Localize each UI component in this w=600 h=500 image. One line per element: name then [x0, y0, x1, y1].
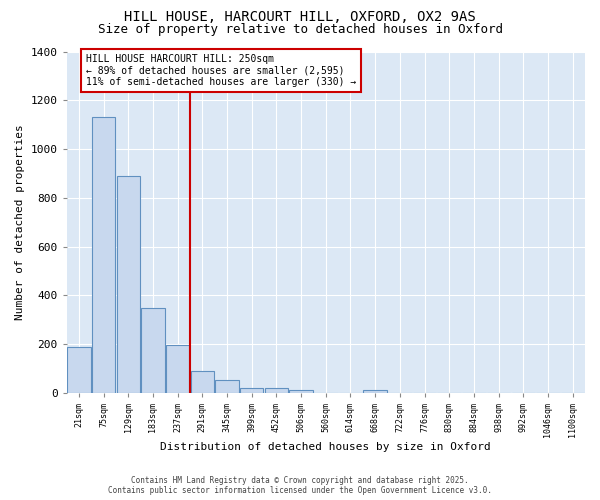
Bar: [364, 390, 387, 393]
Bar: [240, 388, 263, 393]
Text: Contains HM Land Registry data © Crown copyright and database right 2025.
Contai: Contains HM Land Registry data © Crown c…: [108, 476, 492, 495]
Bar: [215, 380, 239, 393]
Bar: [116, 176, 140, 393]
Bar: [166, 346, 190, 393]
X-axis label: Distribution of detached houses by size in Oxford: Distribution of detached houses by size …: [160, 442, 491, 452]
Bar: [92, 118, 115, 393]
Bar: [67, 346, 91, 393]
Y-axis label: Number of detached properties: Number of detached properties: [15, 124, 25, 320]
Text: HILL HOUSE HARCOURT HILL: 250sqm
← 89% of detached houses are smaller (2,595)
11: HILL HOUSE HARCOURT HILL: 250sqm ← 89% o…: [86, 54, 356, 87]
Text: Size of property relative to detached houses in Oxford: Size of property relative to detached ho…: [97, 22, 503, 36]
Bar: [289, 390, 313, 393]
Text: HILL HOUSE, HARCOURT HILL, OXFORD, OX2 9AS: HILL HOUSE, HARCOURT HILL, OXFORD, OX2 9…: [124, 10, 476, 24]
Bar: [265, 388, 288, 393]
Bar: [191, 371, 214, 393]
Bar: [141, 308, 165, 393]
